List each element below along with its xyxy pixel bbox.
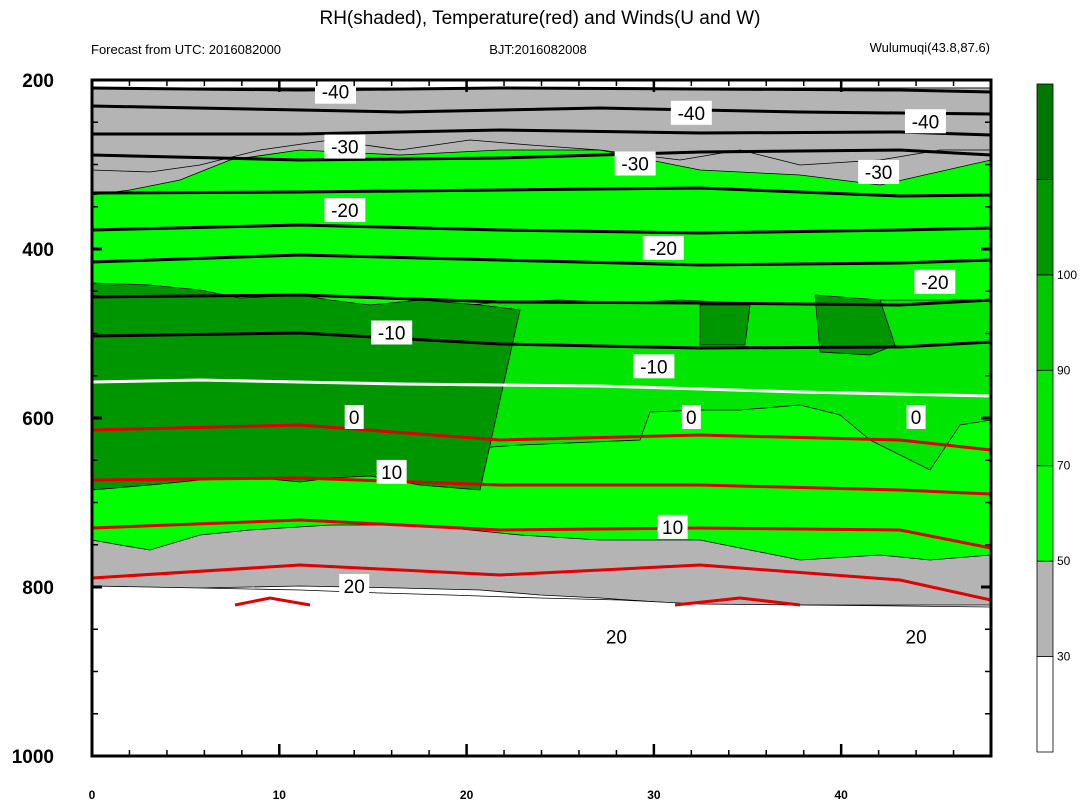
contour-label-box <box>314 79 356 104</box>
contour-label: -30 <box>621 155 648 176</box>
rh-above-90-patch <box>699 304 751 346</box>
contour-label: -10 <box>378 324 405 345</box>
colorbar-swatch <box>1036 656 1054 753</box>
colorbar-label: 100 <box>1057 268 1077 282</box>
colorbar-swatch <box>1036 274 1054 371</box>
x-tick-label: 0 <box>89 788 96 802</box>
contour-label-box <box>324 134 366 159</box>
contour-label-box <box>642 236 684 260</box>
contour-label: 10 <box>381 463 402 484</box>
x-tick-label: 30 <box>647 788 661 802</box>
contour-label: -40 <box>678 104 705 125</box>
chart-title: RH(shaded), Temperature(red) and Winds(U… <box>319 8 760 29</box>
contour-label-box <box>324 197 366 222</box>
contour-label-box <box>906 405 926 429</box>
isotherm-minus20-a <box>92 223 991 235</box>
contour-label-box <box>858 159 900 184</box>
contour-label: 10 <box>662 518 683 539</box>
isotherm-20-a <box>92 518 991 550</box>
contour-label: 20 <box>344 577 365 598</box>
rh-shading <box>92 80 991 756</box>
colorbar: 30 50 70 90 100 <box>1036 83 1077 753</box>
x-tick-label: 40 <box>834 788 848 802</box>
rh-above-90-region <box>92 282 521 491</box>
contour-label-box <box>344 405 364 429</box>
contour-label: 20 <box>906 628 927 649</box>
y-tick-label: 600 <box>22 409 54 430</box>
contour-label: -10 <box>640 357 667 378</box>
contour-label: 20 <box>606 628 627 649</box>
isotherm-0 <box>92 378 991 398</box>
contour-label-box <box>901 624 932 649</box>
isotherm-minus10-a <box>92 293 991 307</box>
isotherm-minus30-b <box>92 186 991 198</box>
contour-label-box <box>681 405 701 429</box>
isotherm-10-b <box>92 476 991 496</box>
colorbar-swatch <box>1036 179 1054 276</box>
contour-label-box <box>657 514 688 539</box>
contour-label-box <box>904 109 946 134</box>
contour-label-box <box>339 574 370 598</box>
isotherm-10-a <box>92 423 991 452</box>
contour-label-box <box>601 624 632 649</box>
contour-label: 0 <box>911 408 922 429</box>
subtitle-left: Forecast from UTC: 2016082000 <box>91 42 281 57</box>
contour-label-box <box>914 269 956 294</box>
contour-label: -20 <box>650 239 677 260</box>
rh-above-90-patch-2 <box>814 294 896 356</box>
colorbar-swatch <box>1036 83 1054 180</box>
isotherm-minus40-b <box>92 104 991 116</box>
contour-label: -20 <box>331 201 358 222</box>
x-tick-label: 20 <box>460 788 474 802</box>
y-tick-label: 400 <box>22 240 54 261</box>
colorbar-swatch <box>1036 369 1054 467</box>
subtitle-right: Wulumuqi(43.8,87.6) <box>870 40 990 55</box>
isotherm-minus30-a <box>92 148 991 162</box>
contour-labels: -40 -40 -40 -30 -30 -30 -20 -20 -20 -10 -10 0 0 0 10 10… <box>314 79 956 649</box>
contour-label: -40 <box>912 112 939 133</box>
contour-label-box <box>371 320 413 345</box>
contour-label-box <box>633 354 675 379</box>
contour-label: -30 <box>865 163 892 184</box>
contour-label: -30 <box>331 138 358 159</box>
isotherm-20-c <box>234 596 311 607</box>
colorbar-label: 50 <box>1057 554 1071 568</box>
isotherm-minus10-b <box>92 331 991 350</box>
isotherm-20-d <box>674 596 801 607</box>
isotherm-minus20-b <box>92 253 991 267</box>
contour-label: -20 <box>921 273 948 294</box>
colorbar-label: 90 <box>1057 363 1071 377</box>
contour-label-box <box>614 151 656 176</box>
isotherm-minus40-a <box>92 86 991 94</box>
colorbar-swatch <box>1036 465 1054 562</box>
y-tick-label: 200 <box>22 71 54 92</box>
contour-label-box <box>670 100 712 125</box>
contour-label: 0 <box>686 408 697 429</box>
contour-label: 0 <box>349 408 360 429</box>
x-tick-label: 10 <box>273 788 287 802</box>
isotherm-20-b <box>92 563 991 602</box>
y-tick-label: 800 <box>22 578 54 599</box>
rh-below-30-bottom <box>92 585 991 756</box>
colorbar-label: 30 <box>1057 650 1071 664</box>
colorbar-label: 70 <box>1057 459 1071 473</box>
subtitle-center: BJT:2016082008 <box>489 42 587 57</box>
colorbar-swatch <box>1036 560 1054 657</box>
contour-label-box <box>376 459 407 484</box>
y-tick-label: 1000 <box>12 747 54 768</box>
contour-label: -40 <box>322 83 349 104</box>
